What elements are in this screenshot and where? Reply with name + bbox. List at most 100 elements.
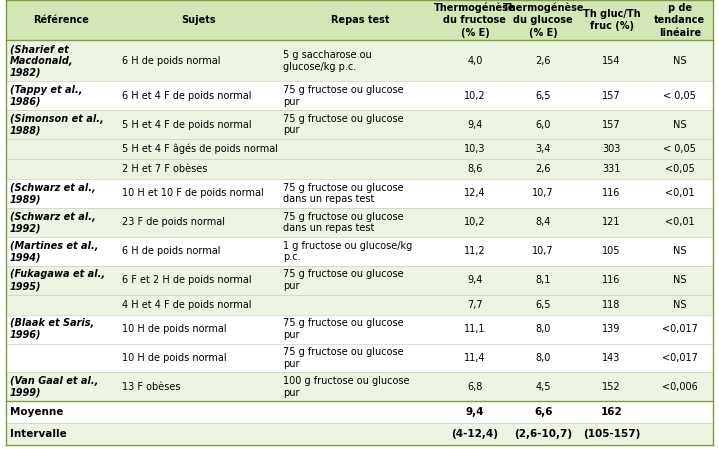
- Text: 162: 162: [600, 407, 623, 417]
- Text: 9,4: 9,4: [467, 120, 482, 130]
- Text: 10 H et 10 F de poids normal: 10 H et 10 F de poids normal: [122, 189, 263, 198]
- Text: (Schwarz et al.,
1992): (Schwarz et al., 1992): [10, 211, 96, 233]
- Text: 75 g fructose ou glucose
pur: 75 g fructose ou glucose pur: [283, 318, 404, 340]
- Text: <0,05: <0,05: [665, 164, 695, 174]
- Text: 75 g fructose ou glucose
pur: 75 g fructose ou glucose pur: [283, 114, 404, 136]
- Text: 2,6: 2,6: [536, 164, 551, 174]
- Text: 152: 152: [603, 382, 620, 392]
- Bar: [6, 0, 713, 40]
- Text: 10 H de poids normal: 10 H de poids normal: [122, 324, 226, 334]
- Text: 6,5: 6,5: [536, 91, 551, 101]
- Bar: [6, 40, 713, 81]
- Text: 2,6: 2,6: [536, 56, 551, 66]
- Text: 154: 154: [603, 56, 620, 66]
- Text: NS: NS: [673, 247, 687, 256]
- Bar: [6, 295, 713, 315]
- Bar: [6, 237, 713, 266]
- Text: (Fukagawa et al.,
1995): (Fukagawa et al., 1995): [10, 269, 105, 291]
- Text: (Sharief et
Macdonald,
1982): (Sharief et Macdonald, 1982): [10, 44, 73, 78]
- Text: 10 H de poids normal: 10 H de poids normal: [122, 353, 226, 363]
- Text: <0,01: <0,01: [665, 217, 695, 227]
- Text: (Blaak et Saris,
1996): (Blaak et Saris, 1996): [10, 318, 94, 340]
- Text: 10,2: 10,2: [464, 91, 486, 101]
- Text: 10,3: 10,3: [464, 144, 485, 154]
- Text: Moyenne: Moyenne: [10, 407, 63, 417]
- Text: 7,7: 7,7: [467, 299, 482, 310]
- Text: 10,7: 10,7: [532, 189, 554, 198]
- Text: 6 H et 4 F de poids normal: 6 H et 4 F de poids normal: [122, 91, 251, 101]
- Text: 8,0: 8,0: [536, 324, 551, 334]
- Text: 6 F et 2 H de poids normal: 6 F et 2 H de poids normal: [122, 275, 251, 285]
- Bar: [6, 208, 713, 237]
- Text: 331: 331: [603, 164, 620, 174]
- Bar: [6, 179, 713, 208]
- Text: 23 F de poids normal: 23 F de poids normal: [122, 217, 224, 227]
- Bar: [6, 343, 713, 373]
- Text: Référence: Référence: [34, 15, 89, 25]
- Text: 75 g fructose ou glucose
pur: 75 g fructose ou glucose pur: [283, 269, 404, 291]
- Text: 6,0: 6,0: [536, 120, 551, 130]
- Text: < 0,05: < 0,05: [664, 144, 696, 154]
- Text: Repas test: Repas test: [331, 15, 389, 25]
- Text: 10,7: 10,7: [532, 247, 554, 256]
- Text: p de
tendance
linéaire: p de tendance linéaire: [654, 3, 705, 38]
- Text: 5 H et 4 F de poids normal: 5 H et 4 F de poids normal: [122, 120, 251, 130]
- Text: 8,1: 8,1: [536, 275, 551, 285]
- Text: (4-12,4): (4-12,4): [452, 429, 498, 439]
- Text: 143: 143: [603, 353, 620, 363]
- Bar: [6, 266, 713, 295]
- Text: <0,006: <0,006: [662, 382, 697, 392]
- Text: NS: NS: [673, 275, 687, 285]
- Text: NS: NS: [673, 299, 687, 310]
- Bar: [6, 423, 713, 445]
- Text: 116: 116: [603, 275, 620, 285]
- Text: 75 g fructose ou glucose
pur: 75 g fructose ou glucose pur: [283, 85, 404, 106]
- Text: (2,6-10,7): (2,6-10,7): [514, 429, 572, 439]
- Text: (Schwarz et al.,
1989): (Schwarz et al., 1989): [10, 183, 96, 204]
- Text: 11,4: 11,4: [464, 353, 485, 363]
- Text: Intervalle: Intervalle: [10, 429, 67, 439]
- Text: 4 H et 4 F de poids normal: 4 H et 4 F de poids normal: [122, 299, 251, 310]
- Bar: [6, 373, 713, 401]
- Text: Sujets: Sujets: [180, 15, 216, 25]
- Text: Thermogénèse
du glucose
(% E): Thermogénèse du glucose (% E): [503, 3, 584, 38]
- Text: (Simonson et al.,
1988): (Simonson et al., 1988): [10, 114, 104, 136]
- Text: 303: 303: [603, 144, 620, 154]
- Text: 8,0: 8,0: [536, 353, 551, 363]
- Text: 6,8: 6,8: [467, 382, 482, 392]
- Text: (105-157): (105-157): [583, 429, 640, 439]
- Text: 8,4: 8,4: [536, 217, 551, 227]
- Bar: [6, 139, 713, 159]
- Text: <0,017: <0,017: [662, 353, 697, 363]
- Text: 157: 157: [603, 120, 620, 130]
- Text: 118: 118: [603, 299, 620, 310]
- Text: 6,5: 6,5: [536, 299, 551, 310]
- Text: 12,4: 12,4: [464, 189, 486, 198]
- Text: 9,4: 9,4: [467, 275, 482, 285]
- Text: 100 g fructose ou glucose
pur: 100 g fructose ou glucose pur: [283, 376, 410, 398]
- Text: 10,2: 10,2: [464, 217, 486, 227]
- Text: 105: 105: [603, 247, 620, 256]
- Text: 8,6: 8,6: [467, 164, 482, 174]
- Text: 11,1: 11,1: [464, 324, 485, 334]
- Text: 3,4: 3,4: [536, 144, 551, 154]
- Text: 11,2: 11,2: [464, 247, 486, 256]
- Text: 1 g fructose ou glucose/kg
p.c.: 1 g fructose ou glucose/kg p.c.: [283, 241, 413, 262]
- Bar: [6, 81, 713, 110]
- Text: Thermogénèse
du fructose
(% E): Thermogénèse du fructose (% E): [434, 3, 516, 38]
- Bar: [6, 315, 713, 343]
- Text: 75 g fructose ou glucose
dans un repas test: 75 g fructose ou glucose dans un repas t…: [283, 211, 404, 233]
- Text: Th gluc/Th
fruc (%): Th gluc/Th fruc (%): [582, 9, 641, 31]
- Text: NS: NS: [673, 56, 687, 66]
- Text: 75 g fructose ou glucose
pur: 75 g fructose ou glucose pur: [283, 347, 404, 369]
- Text: 121: 121: [603, 217, 620, 227]
- Text: 6,6: 6,6: [534, 407, 552, 417]
- Text: (Van Gaal et al.,
1999): (Van Gaal et al., 1999): [10, 376, 99, 398]
- Text: 75 g fructose ou glucose
dans un repas test: 75 g fructose ou glucose dans un repas t…: [283, 183, 404, 204]
- Text: (Tappy et al.,
1986): (Tappy et al., 1986): [10, 85, 83, 106]
- Text: 157: 157: [603, 91, 620, 101]
- Text: 5 H et 4 F âgés de poids normal: 5 H et 4 F âgés de poids normal: [122, 144, 278, 154]
- Text: 9,4: 9,4: [466, 407, 484, 417]
- Text: 116: 116: [603, 189, 620, 198]
- Text: 4,0: 4,0: [467, 56, 482, 66]
